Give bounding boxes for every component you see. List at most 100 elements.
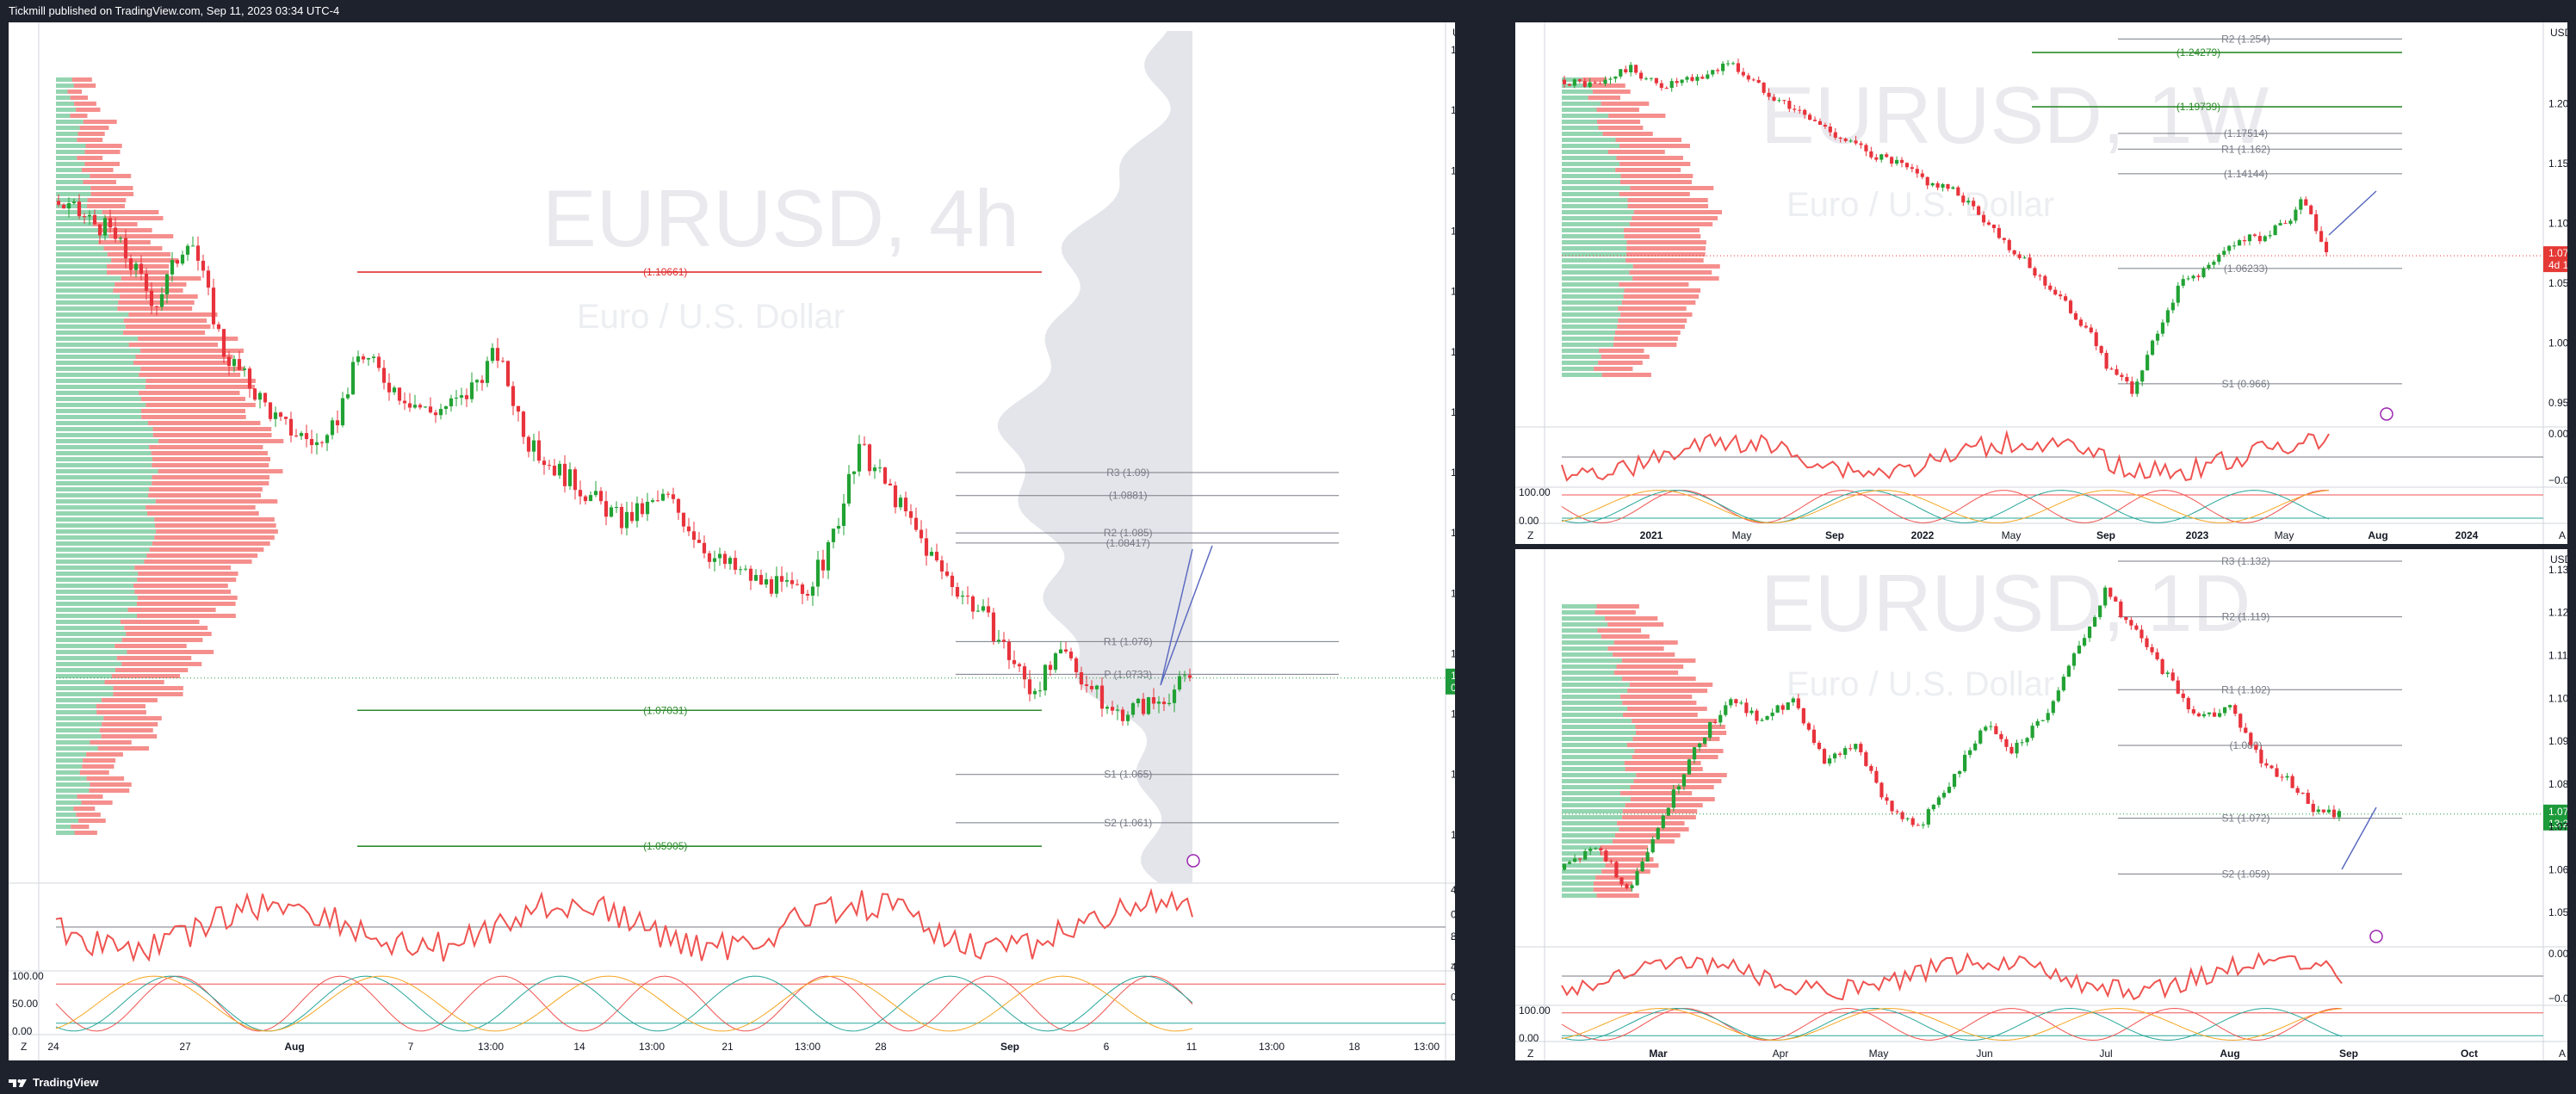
candle-body (1630, 885, 1634, 888)
candle-body (2150, 646, 2154, 652)
candle-body (1001, 640, 1006, 642)
footer-brand[interactable]: TradingView (33, 1076, 99, 1089)
chart-panel-4h[interactable]: EURUSD, 4h Euro / U.S. Dollar (1.10661) R3 … (9, 22, 1455, 1060)
volume-profile-bar (1562, 246, 1627, 250)
time-tick: Jul (2099, 1048, 2112, 1060)
volume-profile-bar (56, 644, 115, 648)
osc1-tick: 0.00000 (2548, 948, 2567, 960)
volume-profile-bar (1562, 132, 1603, 136)
candle-body (567, 469, 573, 486)
volume-profile-bar (81, 168, 114, 172)
volume-profile-bar (1598, 349, 1644, 353)
volume-profile-bar (1621, 300, 1696, 305)
candle-body (1869, 151, 1873, 158)
volume-profile-bar (77, 138, 103, 142)
volume-profile-bar (1601, 851, 1649, 856)
volume-profile-bar (1618, 318, 1687, 323)
candle-body (1869, 765, 1873, 771)
candle-body (2115, 368, 2119, 375)
candle-body (516, 405, 521, 412)
time-tick: 2022 (1911, 529, 1935, 541)
osc1-line (1561, 430, 2330, 482)
time-tick: Sep (2339, 1048, 2358, 1060)
candle-body (614, 506, 619, 508)
volume-profile-bar (1615, 168, 1681, 172)
volume-profile-bar (152, 475, 270, 479)
volume-profile-bar (1562, 180, 1620, 184)
candle-body (1664, 88, 1669, 90)
zoom-icon: Z (1527, 529, 1533, 541)
description-watermark: Euro / U.S. Dollar (1786, 186, 2054, 224)
volume-profile-bar (1613, 343, 1677, 347)
candle-body (1654, 77, 1658, 83)
candle-body (955, 587, 960, 597)
candle-body (702, 542, 707, 553)
volume-profile-bar (56, 698, 102, 702)
volume-profile-bar (1562, 343, 1614, 347)
volume-profile-bar (56, 397, 141, 401)
candle-body (1063, 649, 1068, 652)
candle-body (1167, 702, 1172, 705)
candle-body (2108, 587, 2113, 597)
volume-profile-bar (1562, 252, 1627, 257)
candle-body (2264, 763, 2269, 766)
volume-profile-bar (1598, 361, 1643, 365)
candle-body (1904, 163, 1910, 168)
candle-body (2146, 355, 2150, 371)
osc2-tick: 40.00 (1451, 961, 1455, 973)
candle-body (1058, 649, 1063, 654)
volume-profile-bar (134, 566, 232, 570)
volume-profile-bar (56, 270, 108, 275)
candle-body (1930, 182, 1935, 186)
candle-body (1089, 685, 1094, 689)
volume-profile-bar (1562, 881, 1594, 886)
volume-profile-bar (1627, 689, 1708, 693)
candle-body (2259, 750, 2263, 763)
candle-body (1690, 77, 1694, 81)
volume-profile-bar (56, 740, 90, 745)
candle-body (2222, 250, 2226, 255)
volume-profile-bar (1596, 108, 1639, 112)
candle-body (1755, 710, 1759, 721)
volume-profile-bar (1622, 701, 1697, 705)
osc2-line (1561, 1007, 2343, 1041)
candle-body (1706, 74, 1710, 79)
candle-body (1141, 698, 1146, 714)
candle-body (201, 260, 206, 271)
candle-body (691, 531, 697, 541)
candle-body (325, 435, 330, 443)
candle-body (991, 612, 996, 642)
candle-body (505, 361, 511, 386)
volume-profile-bar (56, 102, 75, 106)
volume-profile-bar (71, 825, 90, 829)
volume-profile-bar (99, 728, 153, 732)
candle-body (2053, 289, 2058, 295)
candle-body (1981, 214, 1986, 223)
volume-profile-bar (77, 156, 103, 160)
candle-body (1808, 114, 1812, 121)
volume-profile-bar (56, 192, 91, 196)
candle-body (1613, 76, 1618, 79)
volume-profile-bar (151, 451, 268, 455)
chart-panel-1w[interactable]: EURUSD, 1W Euro / U.S. Dollar R2 (1.254) (1… (1515, 22, 2567, 544)
candle-body (221, 329, 226, 357)
volume-profile-bar (1588, 96, 1620, 100)
volume-profile-bar (1562, 120, 1597, 124)
last-price-badge (2543, 246, 2567, 273)
volume-profile-bar (1562, 367, 1595, 371)
candle-body (1936, 797, 1941, 806)
chart-panel-1d[interactable]: EURUSD, 1D Euro / U.S. Dollar R3 (1.132) R2… (1515, 549, 2567, 1060)
candle-body (268, 402, 273, 419)
candle-body (2314, 213, 2319, 232)
volume-profile-bar (56, 487, 149, 491)
time-tick: Jun (1976, 1048, 1992, 1060)
candle-body (2114, 596, 2118, 602)
candle-body (2290, 776, 2294, 788)
volume-profile-bar (1601, 355, 1650, 359)
candle-body (2232, 245, 2237, 247)
candle-body (252, 388, 257, 400)
volume-profile-bar (155, 499, 278, 504)
volume-profile-bar (56, 457, 153, 461)
volume-profile-bar (1619, 144, 1690, 148)
osc2-line (1561, 490, 2330, 523)
